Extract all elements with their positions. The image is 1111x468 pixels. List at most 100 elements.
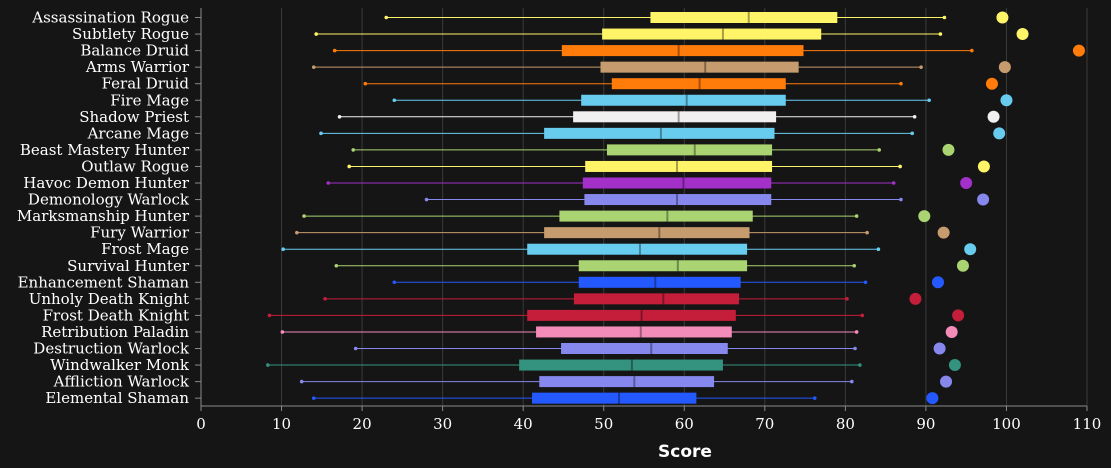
series-fury-warrior <box>295 226 950 239</box>
whisker-max-beast-mastery-hunter <box>877 148 881 152</box>
whisker-max-arms-warrior <box>919 65 923 69</box>
box-marksmanship-hunter <box>559 210 753 222</box>
box-destruction-warlock <box>561 343 728 354</box>
box-affliction-warlock <box>539 376 715 388</box>
series-retribution-paladin <box>280 325 958 338</box>
category-label-retribution-paladin: Retribution Paladin <box>41 323 189 341</box>
category-label-demonology-warlock: Demonology Warlock <box>28 191 190 209</box>
whisker-max-fury-warrior <box>865 230 869 235</box>
whisker-max-shadow-priest <box>912 115 917 119</box>
outlier-point-survival-hunter[interactable] <box>956 259 969 272</box>
outlier-point-assassination-rogue[interactable] <box>996 11 1009 24</box>
outlier-point-enhancement-shaman[interactable] <box>931 276 944 289</box>
series-balance-druid <box>332 44 1085 57</box>
series-outlaw-rogue <box>347 160 990 173</box>
series-demonology-warlock <box>424 193 990 206</box>
series-destruction-warlock <box>353 342 946 355</box>
x-tick-label-40: 40 <box>514 415 533 433</box>
outlier-point-unholy-death-knight[interactable] <box>909 292 922 305</box>
whisker-max-feral-druid <box>899 81 903 86</box>
series-group <box>266 11 1085 405</box>
whisker-max-frost-death-knight <box>860 313 865 318</box>
category-label-unholy-death-knight: Unholy Death Knight <box>29 290 189 308</box>
outlier-point-arms-warrior[interactable] <box>998 61 1011 74</box>
box-balance-druid <box>561 45 804 57</box>
category-label-survival-hunter: Survival Hunter <box>67 257 190 275</box>
category-label-havoc-demon-hunter: Havoc Demon Hunter <box>23 174 190 192</box>
outlier-point-fury-warrior[interactable] <box>937 226 950 239</box>
series-marksmanship-hunter <box>302 210 931 223</box>
outlier-point-beast-mastery-hunter[interactable] <box>942 143 955 156</box>
box-shadow-priest <box>573 111 777 123</box>
x-tick-label-110: 110 <box>1073 415 1102 433</box>
outlier-point-affliction-warlock[interactable] <box>940 375 953 388</box>
outlier-point-outlaw-rogue[interactable] <box>977 160 990 173</box>
outlier-point-arcane-mage[interactable] <box>993 127 1006 140</box>
outlier-point-frost-mage[interactable] <box>964 243 977 256</box>
outlier-point-demonology-warlock[interactable] <box>977 193 990 206</box>
series-unholy-death-knight <box>323 292 922 305</box>
box-fire-mage <box>581 94 786 106</box>
series-enhancement-shaman <box>392 276 944 289</box>
outlier-point-retribution-paladin[interactable] <box>945 325 958 338</box>
box-assassination-rogue <box>650 12 838 23</box>
whisker-min-demonology-warlock <box>424 197 429 202</box>
whisker-min-feral-druid <box>363 81 368 86</box>
series-frost-mage <box>281 243 977 256</box>
outlier-point-elemental-shaman[interactable] <box>926 392 939 405</box>
box-fury-warrior <box>544 227 750 239</box>
x-tick-label-60: 60 <box>675 415 694 433</box>
whisker-min-affliction-warlock <box>299 379 304 384</box>
box-feral-druid <box>611 78 786 90</box>
outlier-point-balance-druid[interactable] <box>1072 44 1085 57</box>
x-tick-label-0: 0 <box>196 415 206 433</box>
whisker-max-demonology-warlock <box>899 197 903 202</box>
box-enhancement-shaman <box>578 276 741 288</box>
whisker-max-arcane-mage <box>910 131 915 136</box>
series-arcane-mage <box>319 127 1006 140</box>
whisker-min-destruction-warlock <box>353 346 358 351</box>
whisker-min-frost-mage <box>281 247 285 251</box>
category-label-feral-druid: Feral Druid <box>102 75 190 93</box>
whisker-max-outlaw-rogue <box>898 164 902 169</box>
box-retribution-paladin <box>536 326 732 338</box>
box-arcane-mage <box>544 127 775 139</box>
series-frost-death-knight <box>267 309 965 322</box>
series-windwalker-monk <box>266 359 961 372</box>
whisker-max-enhancement-shaman <box>863 280 868 285</box>
x-tick-labels: 0 10 20 30 40 50 60 70 80 90 100 110 <box>196 415 1101 433</box>
series-affliction-warlock <box>299 375 953 388</box>
outlier-point-shadow-priest[interactable] <box>987 110 1000 123</box>
x-tick-label-30: 30 <box>433 415 452 433</box>
series-feral-druid <box>363 77 998 90</box>
whisker-min-fury-warrior <box>295 230 299 235</box>
category-label-fire-mage: Fire Mage <box>110 91 189 109</box>
category-label-frost-mage: Frost Mage <box>101 240 189 258</box>
category-label-outlaw-rogue: Outlaw Rogue <box>81 157 189 175</box>
whisker-min-balance-druid <box>332 48 337 53</box>
whisker-max-retribution-paladin <box>854 330 859 334</box>
outlier-point-destruction-warlock[interactable] <box>933 342 946 355</box>
x-tick-label-100: 100 <box>992 415 1021 433</box>
box-survival-hunter <box>578 260 748 272</box>
outlier-point-subtlety-rogue[interactable] <box>1016 28 1029 41</box>
outlier-point-windwalker-monk[interactable] <box>948 359 961 372</box>
whisker-max-elemental-shaman <box>812 396 817 400</box>
category-label-arcane-mage: Arcane Mage <box>87 124 190 142</box>
x-tick-label-50: 50 <box>594 415 613 433</box>
x-tick-label-70: 70 <box>755 415 774 433</box>
category-label-elemental-shaman: Elemental Shaman <box>45 389 189 407</box>
category-label-balance-druid: Balance Druid <box>80 42 189 60</box>
box-unholy-death-knight <box>573 293 740 305</box>
x-tick-label-20: 20 <box>353 415 372 433</box>
whisker-max-frost-mage <box>876 247 881 251</box>
outlier-point-frost-death-knight[interactable] <box>952 309 965 322</box>
whisker-min-assassination-rogue <box>384 15 389 20</box>
outlier-point-fire-mage[interactable] <box>1000 94 1013 107</box>
box-havoc-demon-hunter <box>582 177 772 189</box>
category-label-shadow-priest: Shadow Priest <box>79 108 189 126</box>
outlier-point-havoc-demon-hunter[interactable] <box>960 177 973 189</box>
outlier-point-marksmanship-hunter[interactable] <box>918 210 931 223</box>
outlier-point-feral-druid[interactable] <box>985 77 998 90</box>
